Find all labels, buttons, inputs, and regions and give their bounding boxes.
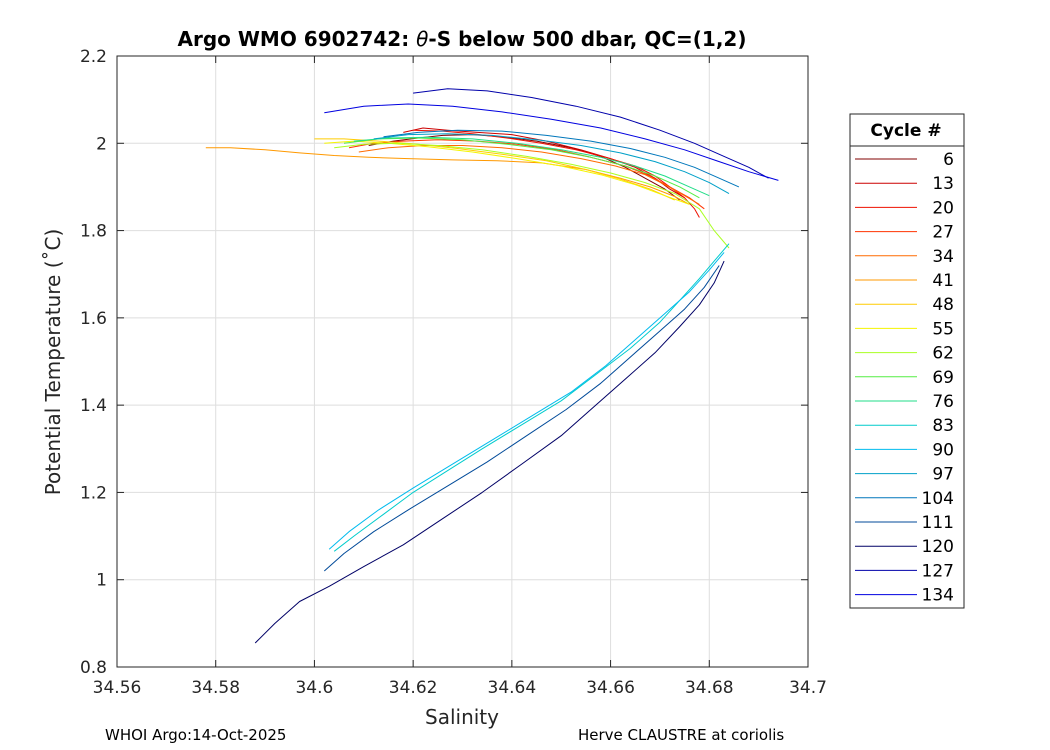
series-line-cycle-55 — [324, 140, 690, 205]
x-tick-label: 34.56 — [93, 678, 142, 698]
legend-label: 97 — [932, 465, 954, 485]
legend-label: 83 — [932, 416, 954, 436]
x-tick-label: 34.64 — [488, 678, 537, 698]
y-tick-label: 0.8 — [80, 658, 107, 678]
legend-label: 6 — [943, 150, 954, 170]
legend-label: 134 — [922, 586, 954, 606]
series-line-cycle-127 — [413, 88, 769, 179]
x-tick-label: 34.66 — [586, 678, 635, 698]
legend-label: 120 — [922, 537, 954, 557]
y-tick-label: 1.4 — [80, 396, 107, 416]
legend-box — [849, 113, 965, 609]
legend-label: 90 — [932, 440, 954, 460]
series-line-cycle-90 — [328, 252, 725, 550]
chart-title: Argo WMO 6902742: θ-S below 500 dbar, QC… — [178, 27, 747, 51]
legend-label: 20 — [932, 198, 954, 218]
legend-title: Cycle # — [870, 121, 941, 141]
plot-frame — [116, 55, 809, 668]
legend-label: 62 — [932, 344, 954, 364]
plot-area — [117, 56, 808, 667]
series-line-cycle-76 — [353, 136, 710, 197]
series-line-cycle-69 — [343, 137, 700, 199]
y-tick-label: 1.8 — [80, 222, 107, 242]
y-tick-label: 1.6 — [80, 309, 107, 329]
series-line-cycle-104 — [383, 129, 740, 188]
series-line-cycle-20 — [413, 129, 700, 218]
series-line-cycle-62 — [334, 142, 730, 249]
y-tick-label: 2.2 — [80, 47, 107, 67]
series-line-cycle-111 — [323, 265, 720, 572]
legend-label: 127 — [922, 561, 954, 581]
legend-label: 69 — [932, 368, 954, 388]
x-tick-label: 34.58 — [191, 678, 240, 698]
x-tick-label: 34.6 — [295, 678, 333, 698]
series-line-cycle-134 — [324, 103, 779, 181]
ticks — [116, 55, 809, 668]
legend-label: 111 — [922, 513, 954, 533]
series-line-cycle-41 — [205, 147, 690, 205]
legend-label: 13 — [932, 174, 954, 194]
legend-label: 48 — [932, 295, 954, 315]
series-group — [205, 88, 779, 644]
x-tick-label: 34.7 — [789, 678, 827, 698]
y-tick-label: 2 — [96, 134, 107, 154]
y-tick-label: 1.2 — [80, 483, 107, 503]
y-tick-labels: 0.8 1 1.2 1.4 1.6 1.8 2 2.2 — [80, 47, 107, 678]
footer-source: WHOI Argo:14-Oct-2025 — [105, 726, 287, 744]
legend-label: 27 — [932, 223, 954, 243]
legend-entries: 6 13 20 27 34 41 48 55 62 69 76 83 90 97 104 111 120 127 1… — [855, 150, 954, 606]
x-tick-label: 34.62 — [389, 678, 438, 698]
x-tick-label: 34.68 — [685, 678, 734, 698]
x-axis-label: Salinity — [425, 705, 499, 729]
legend: Cycle # 6 13 20 27 34 41 48 55 62 69 76 83 90 97 104 11… — [849, 113, 965, 609]
series-line-cycle-120 — [254, 260, 725, 644]
legend-label: 104 — [922, 489, 954, 509]
legend-label: 41 — [932, 271, 954, 291]
y-tick-label: 1 — [96, 571, 107, 591]
legend-label: 55 — [932, 319, 954, 339]
series-line-cycle-83 — [333, 243, 730, 552]
footer-operator: Herve CLAUSTRE at coriolis — [578, 726, 785, 744]
legend-label: 34 — [932, 247, 954, 267]
legend-label: 76 — [932, 392, 954, 412]
series-line-cycle-97 — [373, 133, 730, 194]
y-axis-label: Potential Temperature (˚C) — [41, 229, 65, 496]
x-tick-labels: 34.56 34.58 34.6 34.62 34.64 34.66 34.68 34.7 — [93, 678, 827, 698]
